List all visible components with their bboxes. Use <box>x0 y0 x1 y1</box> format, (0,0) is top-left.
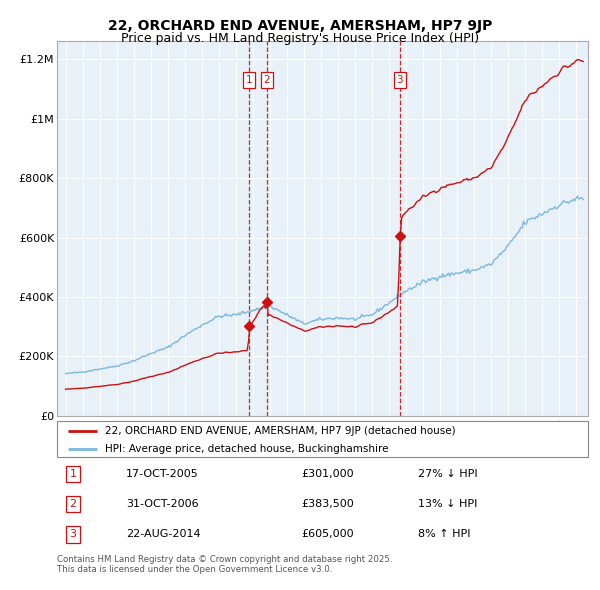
Text: 2: 2 <box>263 75 270 85</box>
Text: 22, ORCHARD END AVENUE, AMERSHAM, HP7 9JP: 22, ORCHARD END AVENUE, AMERSHAM, HP7 9J… <box>108 19 492 34</box>
Text: 1: 1 <box>246 75 253 85</box>
Text: £383,500: £383,500 <box>301 499 354 509</box>
Text: Contains HM Land Registry data © Crown copyright and database right 2025.: Contains HM Land Registry data © Crown c… <box>57 555 392 563</box>
Text: 27% ↓ HPI: 27% ↓ HPI <box>418 469 478 479</box>
Text: 2: 2 <box>70 499 76 509</box>
Text: 22-AUG-2014: 22-AUG-2014 <box>126 529 200 539</box>
Text: HPI: Average price, detached house, Buckinghamshire: HPI: Average price, detached house, Buck… <box>105 444 388 454</box>
Text: This data is licensed under the Open Government Licence v3.0.: This data is licensed under the Open Gov… <box>57 565 332 574</box>
Text: 13% ↓ HPI: 13% ↓ HPI <box>418 499 478 509</box>
Text: 1: 1 <box>70 469 76 479</box>
Text: £301,000: £301,000 <box>301 469 354 479</box>
Text: Price paid vs. HM Land Registry's House Price Index (HPI): Price paid vs. HM Land Registry's House … <box>121 32 479 45</box>
Text: 31-OCT-2006: 31-OCT-2006 <box>126 499 199 509</box>
Text: 8% ↑ HPI: 8% ↑ HPI <box>418 529 470 539</box>
Text: 22, ORCHARD END AVENUE, AMERSHAM, HP7 9JP (detached house): 22, ORCHARD END AVENUE, AMERSHAM, HP7 9J… <box>105 426 455 436</box>
Text: 17-OCT-2005: 17-OCT-2005 <box>126 469 199 479</box>
Text: 3: 3 <box>396 75 403 85</box>
Text: 3: 3 <box>70 529 76 539</box>
Text: £605,000: £605,000 <box>301 529 354 539</box>
